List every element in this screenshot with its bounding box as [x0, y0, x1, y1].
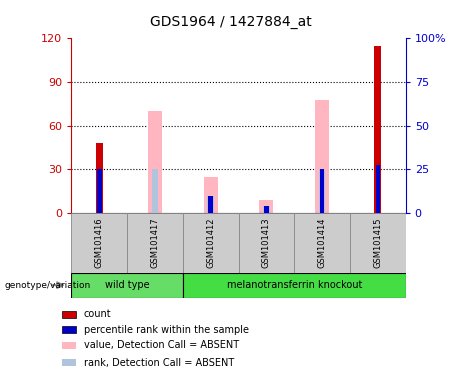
- Bar: [294, 213, 350, 273]
- Text: GSM101412: GSM101412: [206, 218, 215, 268]
- Bar: [315, 99, 329, 213]
- Bar: [96, 143, 103, 213]
- Bar: [238, 213, 294, 273]
- Text: GSM101415: GSM101415: [373, 218, 382, 268]
- Text: genotype/variation: genotype/variation: [5, 281, 91, 290]
- Bar: [148, 111, 162, 213]
- Bar: [62, 311, 76, 318]
- Bar: [152, 169, 159, 213]
- Text: GSM101413: GSM101413: [262, 218, 271, 268]
- Bar: [62, 326, 76, 333]
- Bar: [208, 196, 213, 213]
- Bar: [71, 273, 183, 298]
- Text: GDS1964 / 1427884_at: GDS1964 / 1427884_at: [150, 15, 311, 29]
- Bar: [374, 46, 381, 213]
- Text: percentile rank within the sample: percentile rank within the sample: [84, 325, 249, 335]
- Bar: [183, 273, 406, 298]
- Text: GSM101417: GSM101417: [150, 218, 160, 268]
- Text: melanotransferrin knockout: melanotransferrin knockout: [227, 280, 362, 290]
- Bar: [127, 213, 183, 273]
- Text: rank, Detection Call = ABSENT: rank, Detection Call = ABSENT: [84, 358, 234, 367]
- Bar: [183, 213, 238, 273]
- Bar: [350, 213, 406, 273]
- Bar: [71, 213, 127, 273]
- Bar: [207, 196, 214, 213]
- Bar: [320, 169, 325, 213]
- Bar: [97, 169, 101, 213]
- Text: count: count: [84, 309, 112, 319]
- Bar: [264, 206, 269, 213]
- Text: GSM101416: GSM101416: [95, 218, 104, 268]
- Bar: [319, 169, 325, 213]
- Bar: [204, 177, 218, 213]
- Bar: [263, 206, 270, 213]
- Bar: [62, 342, 76, 349]
- Text: wild type: wild type: [105, 280, 149, 290]
- Text: GSM101414: GSM101414: [318, 218, 327, 268]
- Bar: [376, 165, 380, 213]
- Text: value, Detection Call = ABSENT: value, Detection Call = ABSENT: [84, 341, 239, 351]
- Bar: [260, 200, 273, 213]
- Bar: [62, 359, 76, 366]
